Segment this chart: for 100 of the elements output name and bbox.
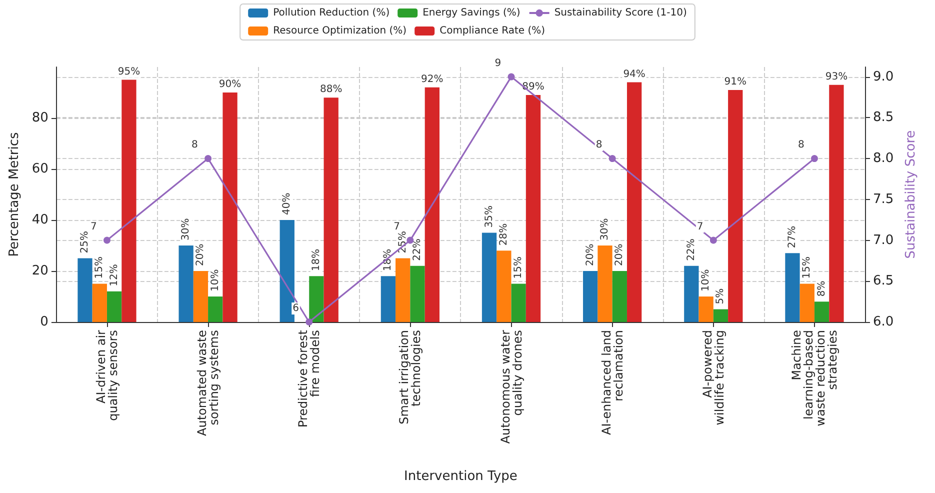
data-label: 30% bbox=[180, 218, 192, 240]
bar bbox=[496, 250, 512, 322]
bar bbox=[280, 220, 294, 322]
y-tick-label: 80 bbox=[32, 110, 48, 126]
y2-tick-label: 9.0 bbox=[873, 69, 894, 84]
bar bbox=[309, 276, 324, 322]
bar bbox=[92, 284, 107, 322]
bar bbox=[122, 80, 136, 322]
y2-tick-label: 7.0 bbox=[873, 232, 894, 248]
legend-label: Energy Savings (%) bbox=[422, 8, 520, 18]
y-tick-label: 20 bbox=[32, 264, 48, 278]
bar bbox=[684, 266, 699, 322]
point bbox=[204, 155, 212, 162]
bar bbox=[222, 92, 238, 322]
legend-label: Resource Optimization (%) bbox=[273, 26, 407, 36]
y-tick-label: 0 bbox=[40, 314, 48, 330]
y-tick-label: 40 bbox=[32, 212, 48, 228]
point bbox=[810, 155, 818, 162]
data-label: 40% bbox=[282, 192, 293, 215]
data-label: 7 bbox=[696, 221, 704, 232]
data-label: 15% bbox=[513, 256, 524, 279]
data-label: 92% bbox=[421, 74, 444, 85]
data-label: 12% bbox=[108, 264, 120, 286]
bar bbox=[612, 271, 627, 322]
bar bbox=[526, 95, 541, 322]
data-label: 25% bbox=[79, 231, 90, 254]
y2-tick-label: 6.0 bbox=[873, 314, 894, 330]
bar bbox=[78, 258, 92, 322]
data-label: 95% bbox=[118, 66, 140, 78]
bar bbox=[380, 276, 396, 322]
data-label: 7 bbox=[394, 221, 400, 232]
bar bbox=[785, 253, 800, 322]
data-label: 6 bbox=[292, 303, 299, 314]
y2-tick-label: 6.5 bbox=[873, 274, 894, 289]
x-tick-label: Machine learning-based waste reduction strategies bbox=[789, 330, 840, 426]
data-label: 15% bbox=[802, 256, 813, 279]
y-axis-title: Percentage Metrics bbox=[7, 132, 22, 257]
data-label: 93% bbox=[825, 71, 848, 82]
bar bbox=[511, 284, 526, 322]
bar bbox=[482, 232, 497, 322]
x-tick-label: AI-enhanced land reclamation bbox=[599, 330, 626, 435]
data-label: 91% bbox=[724, 76, 746, 88]
data-label: 22% bbox=[686, 238, 697, 261]
bar bbox=[208, 296, 223, 322]
bar bbox=[713, 309, 728, 322]
point bbox=[306, 318, 313, 326]
point bbox=[103, 236, 110, 244]
bar bbox=[583, 271, 598, 322]
data-label: 8 bbox=[798, 140, 804, 151]
y2-tick-label: 7.5 bbox=[873, 192, 894, 207]
data-label: 8% bbox=[816, 280, 828, 297]
data-label: 18% bbox=[310, 248, 322, 272]
bar bbox=[800, 284, 814, 322]
legend-label: Compliance Rate (%) bbox=[440, 26, 546, 36]
data-label: 20% bbox=[614, 244, 626, 266]
bar bbox=[728, 90, 743, 322]
data-label: 10% bbox=[210, 269, 221, 292]
bar bbox=[193, 271, 208, 322]
bar bbox=[598, 246, 612, 322]
bar bbox=[698, 296, 714, 322]
x-tick-label: Autonomous water quality drones bbox=[498, 330, 524, 444]
bar bbox=[178, 246, 194, 322]
y2-axis-title: Sustainability Score bbox=[904, 130, 919, 259]
data-label: 8 bbox=[596, 140, 602, 151]
data-label: 7 bbox=[90, 221, 97, 232]
data-label: 10% bbox=[700, 269, 712, 292]
y-tick-label: 60 bbox=[32, 162, 48, 176]
data-label: 88% bbox=[320, 84, 342, 96]
data-label: 90% bbox=[218, 79, 242, 90]
x-tick-label: Smart irrigation technologies bbox=[397, 330, 424, 424]
point bbox=[508, 73, 515, 80]
data-label: 8 bbox=[192, 140, 198, 151]
data-label: 30% bbox=[600, 218, 610, 240]
bar bbox=[424, 87, 440, 322]
bar bbox=[106, 291, 122, 322]
y2-tick-label: 8.5 bbox=[873, 110, 894, 126]
bar bbox=[814, 302, 830, 322]
data-label: 94% bbox=[623, 68, 646, 80]
data-label: 15% bbox=[94, 256, 106, 279]
data-label: 28% bbox=[498, 223, 510, 246]
data-label: 20% bbox=[195, 244, 206, 266]
bar bbox=[626, 82, 642, 322]
bar bbox=[829, 84, 844, 322]
x-axis-title: Intervention Type bbox=[404, 469, 518, 484]
data-label: 20% bbox=[584, 244, 596, 266]
data-label: 27% bbox=[786, 226, 798, 248]
point bbox=[710, 236, 717, 244]
data-label: 9 bbox=[494, 58, 502, 69]
x-tick-label: AI-driven air quality sensors bbox=[94, 330, 120, 421]
data-label: 5% bbox=[715, 288, 726, 304]
x-tick-label: Predictive forest fire models bbox=[296, 330, 322, 428]
legend-label: Sustainability Score (1-10) bbox=[554, 8, 687, 18]
bar bbox=[396, 258, 410, 322]
data-label: 22% bbox=[412, 238, 424, 261]
legend-label: Pollution Reduction (%) bbox=[273, 8, 390, 18]
data-label: 35% bbox=[484, 206, 495, 228]
point bbox=[608, 155, 616, 162]
bar bbox=[410, 266, 425, 322]
bar bbox=[324, 98, 338, 322]
y2-tick-label: 8.0 bbox=[873, 151, 894, 166]
